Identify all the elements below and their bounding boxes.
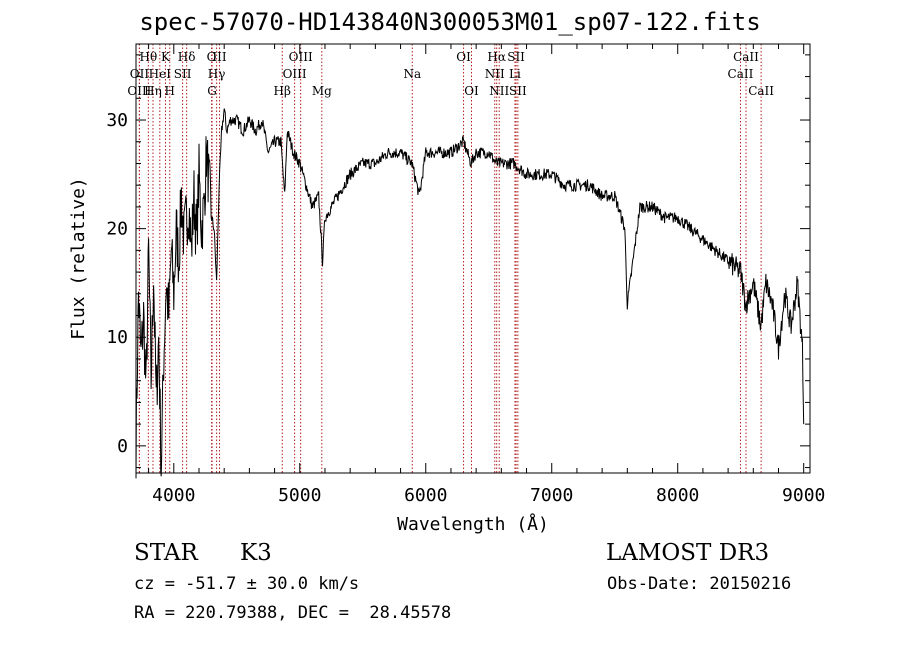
marker-label: OIII <box>283 67 307 81</box>
marker-label: G <box>207 84 217 98</box>
x-tick-label: 6000 <box>404 485 447 506</box>
marker-label: Hβ <box>274 84 291 98</box>
survey-name: LAMOST DR3 <box>606 540 770 566</box>
marker-label: NII <box>485 67 505 81</box>
marker-label: CaII <box>733 50 759 64</box>
marker-label: Na <box>403 67 421 81</box>
marker-label: Li <box>509 67 521 81</box>
marker-label: OI <box>456 50 471 64</box>
y-tick-label: 10 <box>106 327 128 348</box>
x-axis-ticks: 4000 5000 6000 7000 8000 9000 <box>148 44 825 506</box>
x-tick-label: 4000 <box>152 485 195 506</box>
marker-label: K <box>161 50 171 64</box>
marker-label: III <box>212 50 226 64</box>
marker-label: OI <box>464 84 479 98</box>
marker-label: Hη <box>144 84 162 98</box>
marker-label: O <box>207 50 217 64</box>
marker-label: Mg <box>312 84 332 98</box>
x-axis-label: Wavelength (Å) <box>397 513 549 535</box>
y-tick-label: 0 <box>117 436 128 457</box>
marker-label: CaII <box>728 67 754 81</box>
coordinates-text: RA = 220.79388, DEC = 28.45578 <box>134 603 452 623</box>
marker-label: Hγ <box>208 67 226 81</box>
x-tick-label: 8000 <box>656 485 699 506</box>
marker-label: CaII <box>748 84 774 98</box>
y-tick-label: 30 <box>106 110 128 131</box>
marker-label: NII <box>489 84 509 98</box>
x-tick-label: 5000 <box>278 485 321 506</box>
redshift-text: cz = -51.7 ± 30.0 km/s <box>134 574 360 594</box>
y-axis-label: Flux (relative) <box>68 177 89 340</box>
object-type: STAR <box>134 540 198 566</box>
marker-label: HeI <box>149 67 172 81</box>
marker-label: Hα <box>487 50 506 64</box>
x-tick-label: 7000 <box>530 485 573 506</box>
obs-date-text: Obs-Date: 20150216 <box>607 574 792 594</box>
y-tick-label: 20 <box>106 219 128 240</box>
spectrum-line <box>135 108 805 479</box>
marker-label: OII <box>130 67 150 81</box>
emission-line-labels: Hθ OII OIII K HeI Hη SII H Hδ OIII Hγ G OIII OIII Hβ Mg… <box>127 50 774 98</box>
chart-title: spec-57070-HD143840N300053M01_sp07-122.f… <box>139 8 761 36</box>
marker-label: SII <box>174 67 192 81</box>
y-axis-ticks: 0 10 20 30 <box>106 54 810 469</box>
marker-label: H <box>165 84 175 98</box>
marker-label: SII <box>509 84 527 98</box>
x-tick-label: 9000 <box>782 485 825 506</box>
marker-label: OIII <box>289 50 313 64</box>
marker-label: Hθ <box>139 50 157 64</box>
marker-label: SII <box>507 50 525 64</box>
object-subclass: K3 <box>240 540 272 566</box>
marker-label: Hδ <box>178 50 196 64</box>
marker-label: OIII <box>127 84 151 98</box>
plot-frame <box>135 43 811 474</box>
emission-line-markers <box>138 44 762 473</box>
